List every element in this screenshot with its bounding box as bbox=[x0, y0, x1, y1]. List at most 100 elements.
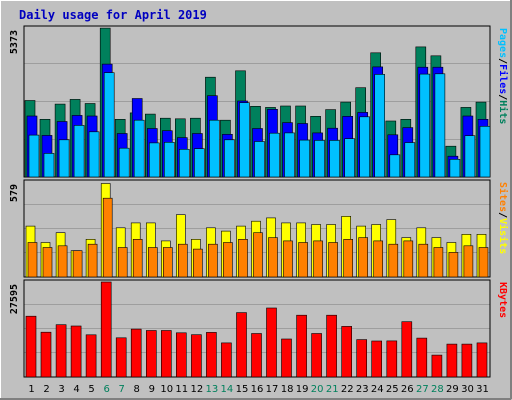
bar-kbytes-day-17 bbox=[266, 307, 277, 378]
y-max-label-bottom: 27595 bbox=[9, 284, 20, 314]
bar-kbytes-day-24 bbox=[371, 340, 383, 378]
x-tick-label-day-30: 30 bbox=[461, 384, 474, 395]
x-tick-label-day-18: 18 bbox=[281, 384, 294, 395]
bar-pages-day-17 bbox=[269, 132, 280, 178]
bar-pages-day-14 bbox=[224, 139, 235, 178]
bar-sites-day-14 bbox=[223, 242, 233, 278]
bar-kbytes-day-6 bbox=[100, 281, 112, 378]
legend-part: Sites bbox=[497, 182, 509, 212]
bar-sites-day-16 bbox=[253, 232, 263, 278]
bar-kbytes-day-15 bbox=[236, 312, 247, 378]
x-tick-label-day-20: 20 bbox=[311, 384, 324, 395]
bar-pages-day-15 bbox=[239, 102, 250, 178]
bar-pages-day-6 bbox=[103, 72, 115, 178]
bar-sites-day-1 bbox=[27, 242, 38, 278]
x-tick-label-day-15: 15 bbox=[236, 384, 249, 395]
bar-pages-day-19 bbox=[299, 139, 310, 178]
x-tick-label-day-31: 31 bbox=[476, 384, 489, 395]
bar-kbytes-day-29 bbox=[446, 343, 458, 378]
bar-sites-day-5 bbox=[87, 243, 98, 278]
bar-sites-day-19 bbox=[298, 242, 308, 278]
bar-pages-day-31 bbox=[479, 126, 491, 178]
x-tick-label-day-6: 6 bbox=[104, 384, 110, 395]
bar-pages-day-13 bbox=[209, 119, 220, 178]
bar-sites-day-8 bbox=[132, 239, 143, 278]
x-tick-label-day-17: 17 bbox=[266, 384, 279, 395]
bar-kbytes-day-21 bbox=[326, 314, 337, 378]
bar-kbytes-day-2 bbox=[40, 331, 52, 378]
bar-kbytes-day-30 bbox=[461, 343, 473, 378]
bar-kbytes-day-25 bbox=[386, 340, 398, 378]
bar-sites-day-15 bbox=[238, 239, 248, 278]
bar-pages-day-11 bbox=[179, 149, 190, 178]
bar-sites-day-27 bbox=[418, 243, 429, 278]
y-max-label-middle: 579 bbox=[9, 184, 20, 202]
panel-top: 5373 Pages/Files/Hits bbox=[9, 25, 509, 178]
legend-part: / bbox=[497, 58, 508, 64]
bar-kbytes-day-19 bbox=[296, 314, 307, 378]
x-tick-label-day-28: 28 bbox=[431, 384, 444, 395]
bar-sites-day-31 bbox=[478, 247, 489, 278]
bar-pages-day-26 bbox=[404, 142, 416, 178]
bar-sites-day-29 bbox=[448, 252, 459, 278]
panel-middle: 579 Sites/Visits bbox=[9, 179, 509, 278]
x-tick-label-day-21: 21 bbox=[326, 384, 339, 395]
y-max-label-top: 5373 bbox=[9, 30, 20, 54]
bar-sites-day-21 bbox=[328, 242, 338, 278]
bar-sites-day-4 bbox=[72, 250, 83, 278]
bar-pages-day-7 bbox=[118, 147, 130, 178]
bar-pages-day-2 bbox=[43, 153, 55, 178]
bar-sites-day-26 bbox=[403, 240, 414, 278]
x-tick-label-day-25: 25 bbox=[386, 384, 399, 395]
bar-kbytes-day-3 bbox=[55, 324, 67, 378]
x-tick-label-day-7: 7 bbox=[119, 384, 125, 395]
x-tick-label-day-10: 10 bbox=[160, 384, 173, 395]
bar-sites-day-13 bbox=[208, 243, 218, 278]
bar-pages-day-30 bbox=[464, 135, 476, 178]
bar-kbytes-day-22 bbox=[341, 326, 353, 378]
bar-pages-day-23 bbox=[359, 116, 371, 178]
x-tick-label-day-23: 23 bbox=[356, 384, 369, 395]
bar-kbytes-day-31 bbox=[476, 342, 488, 378]
bar-kbytes-day-9 bbox=[146, 330, 157, 378]
bar-pages-day-25 bbox=[389, 154, 401, 178]
bar-sites-day-17 bbox=[268, 237, 278, 278]
bar-kbytes-day-5 bbox=[85, 334, 97, 378]
bar-pages-day-28 bbox=[434, 73, 446, 178]
bar-pages-day-16 bbox=[254, 141, 265, 178]
bar-kbytes-day-27 bbox=[416, 337, 428, 378]
x-axis-labels: 1 2 3 4 5 6 7 8 9 10 11 12 13 14 15 16 17 18 19 20 21 22 23 24 2… bbox=[28, 384, 489, 395]
bar-kbytes-day-10 bbox=[161, 330, 172, 378]
x-tick-label-day-27: 27 bbox=[416, 384, 429, 395]
legend-part: Visits bbox=[497, 218, 509, 254]
bar-sites-day-9 bbox=[148, 247, 158, 278]
bar-kbytes-day-20 bbox=[311, 333, 322, 378]
x-tick-label-day-12: 12 bbox=[191, 384, 204, 395]
bar-sites-day-24 bbox=[373, 240, 384, 278]
legend-label-bottom: KBytes bbox=[497, 282, 508, 318]
chart-title: Daily usage for April 2019 bbox=[19, 8, 207, 22]
x-tick-label-day-19: 19 bbox=[296, 384, 309, 395]
legend-part: KBytes bbox=[497, 282, 508, 318]
bar-kbytes-day-26 bbox=[401, 321, 413, 378]
x-tick-label-day-5: 5 bbox=[88, 384, 94, 395]
bar-kbytes-day-18 bbox=[281, 338, 292, 378]
bar-pages-day-29 bbox=[449, 159, 461, 178]
legend-part: Hits bbox=[497, 100, 509, 124]
legend-part: / bbox=[497, 94, 508, 100]
legend-label-top: Pages/Files/Hits bbox=[497, 28, 509, 124]
bar-sites-day-18 bbox=[283, 240, 293, 278]
bar-pages-day-1 bbox=[28, 134, 40, 178]
bar-sites-day-30 bbox=[463, 245, 474, 278]
bar-pages-day-9 bbox=[149, 142, 160, 178]
bar-pages-day-22 bbox=[344, 138, 356, 178]
bar-sites-day-20 bbox=[313, 240, 323, 278]
x-tick-label-day-3: 3 bbox=[58, 384, 64, 395]
legend-part: Files bbox=[497, 64, 509, 94]
legend-part: / bbox=[497, 212, 508, 218]
bar-pages-day-20 bbox=[314, 140, 325, 178]
bar-pages-day-12 bbox=[194, 148, 205, 178]
x-tick-label-day-26: 26 bbox=[401, 384, 414, 395]
bar-kbytes-day-14 bbox=[221, 342, 232, 378]
